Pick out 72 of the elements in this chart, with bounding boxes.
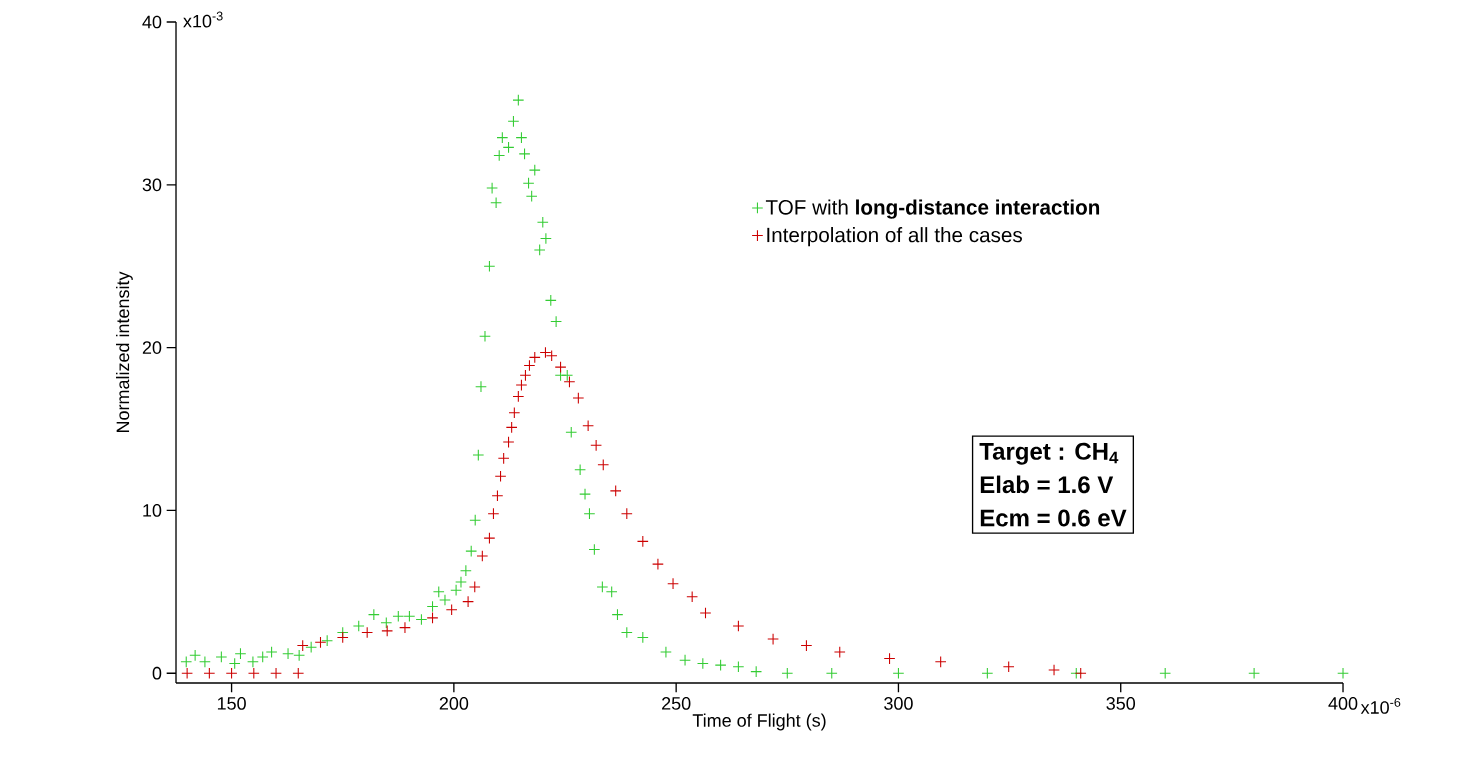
point (483, 532, 496, 544)
annotation: Elab = 1.6 V (980, 475, 1114, 494)
point (247, 667, 260, 680)
x-tick-label: 200 (439, 697, 469, 710)
point (270, 667, 282, 680)
point (686, 590, 699, 603)
point (296, 639, 309, 652)
point (523, 359, 536, 372)
point (336, 631, 349, 644)
point (582, 419, 594, 432)
point (399, 621, 411, 634)
point (609, 485, 622, 497)
point (512, 390, 525, 403)
point (314, 636, 327, 649)
point (426, 612, 439, 624)
point (833, 646, 846, 658)
point (497, 452, 510, 465)
point (767, 633, 779, 645)
point (652, 558, 664, 571)
point (732, 620, 745, 632)
point (572, 392, 585, 404)
point (487, 507, 500, 520)
point (667, 577, 679, 590)
point (528, 351, 541, 364)
point (883, 652, 896, 665)
point (620, 507, 633, 520)
point (519, 369, 532, 382)
point (203, 667, 216, 680)
x-tick-label: 400 (1328, 697, 1358, 710)
point (225, 667, 238, 680)
x-tick-label: 300 (884, 697, 913, 710)
point (597, 458, 610, 471)
point (502, 436, 515, 448)
annotation: Target : CH$_{4}$ (979, 442, 1119, 465)
legend-label: Interpolation of all the cases (767, 227, 1022, 247)
point (515, 379, 528, 391)
annotation: Ecm = 0.6 eV (980, 509, 1127, 527)
point (292, 667, 305, 680)
point (462, 595, 474, 608)
y-tick-label: 10 (143, 504, 162, 517)
y-tick-label: 20 (142, 341, 162, 354)
text: x10$^{-6}$ (1360, 697, 1401, 714)
point (468, 581, 481, 593)
point (508, 406, 521, 419)
point (491, 489, 504, 502)
point (181, 667, 193, 680)
point (1002, 660, 1015, 673)
legend-label: TOF with long-distance interaction (765, 199, 1100, 219)
point (636, 535, 649, 548)
point (381, 625, 394, 637)
x-tick-label: 250 (662, 697, 691, 710)
point (800, 639, 813, 652)
point (699, 607, 712, 619)
point (505, 421, 518, 434)
point (1048, 664, 1060, 676)
point (494, 470, 507, 483)
x-tick-label: 150 (217, 697, 246, 710)
point (554, 361, 567, 374)
point (563, 375, 576, 388)
y-tick-label: 40 (142, 15, 162, 29)
annotation: x10$^{-3}$ (183, 11, 223, 28)
y-tick-label: 30 (142, 178, 162, 192)
point (1074, 667, 1087, 680)
y-axis-title: Normalized intensity (116, 271, 133, 433)
point (934, 655, 947, 668)
y-tick-label: 0 (152, 666, 162, 680)
x-tick-label: 350 (1106, 697, 1136, 710)
point (590, 439, 602, 452)
point (476, 550, 489, 562)
point (445, 603, 458, 616)
point (361, 626, 374, 639)
x-axis-title: Time of Flight (s) (692, 713, 826, 731)
